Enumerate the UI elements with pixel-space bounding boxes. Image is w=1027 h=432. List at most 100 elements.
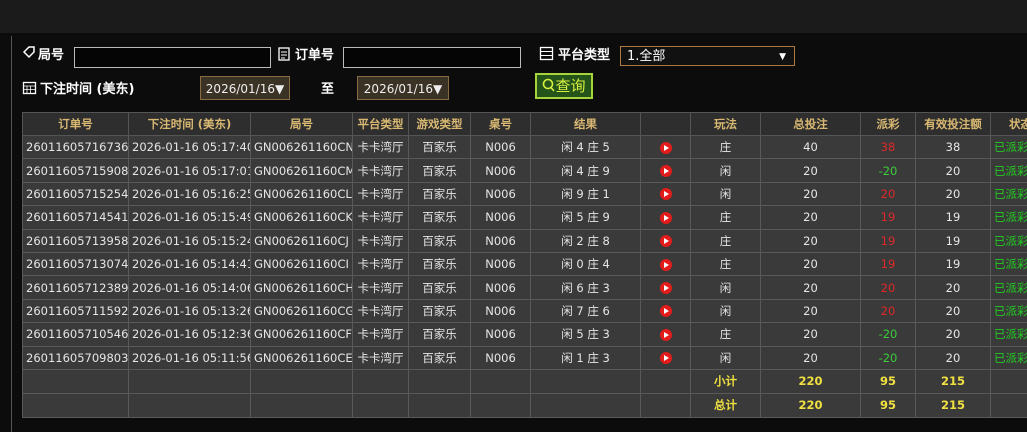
cell: 庄	[690, 205, 761, 230]
cell: 38	[860, 134, 916, 160]
cell: 闲	[690, 275, 761, 300]
platform-select[interactable]: 1.全部 ▼	[620, 46, 795, 66]
cell: GN006261160CG	[250, 298, 353, 324]
video-icon[interactable]	[659, 141, 672, 154]
video-cell	[640, 205, 691, 230]
doc-icon	[278, 47, 290, 61]
cell	[640, 392, 691, 418]
cell: 20	[915, 158, 991, 183]
cell: N006	[470, 345, 531, 370]
cell: 百家乐	[408, 275, 471, 300]
summary-cell: 总计	[690, 392, 761, 418]
cell: 卡卡湾厅	[352, 134, 409, 160]
cell: 已派彩	[990, 158, 1027, 183]
video-icon[interactable]	[659, 282, 672, 295]
cell: 2026-01-16 05:17:01	[128, 158, 251, 183]
cell: GN006261160CE	[250, 345, 353, 370]
cell	[470, 368, 531, 394]
select-arrow: ▼	[779, 52, 786, 62]
date-to[interactable]: 2026/01/16▼	[357, 76, 449, 100]
date-from[interactable]: 2026/01/16▼	[200, 76, 290, 100]
cell: 20	[760, 205, 861, 230]
column-header: 局号	[250, 112, 353, 136]
cell: 卡卡湾厅	[352, 158, 409, 183]
column-header: 平台类型	[352, 112, 409, 136]
video-icon[interactable]	[659, 305, 672, 318]
column-header: 下注时间 (美东)	[128, 112, 251, 136]
video-cell	[640, 251, 691, 277]
cell: N006	[470, 322, 531, 347]
cell	[530, 368, 641, 394]
cell: 已派彩	[990, 181, 1027, 207]
cell: 已派彩	[990, 134, 1027, 160]
summary-cell: 小计	[690, 368, 761, 394]
cell: 闲 7 庄 6	[530, 298, 641, 324]
video-icon[interactable]	[659, 165, 672, 178]
cell: 闲 4 庄 9	[530, 158, 641, 183]
cell: 2026-01-16 05:13:26	[128, 298, 251, 324]
cell: 2026-01-16 05:16:25	[128, 181, 251, 207]
query-button[interactable]: 查询	[535, 73, 593, 99]
column-header	[640, 112, 691, 136]
cell: 卡卡湾厅	[352, 275, 409, 300]
video-cell	[640, 158, 691, 183]
video-icon[interactable]	[659, 328, 672, 341]
cell: 260116057167360	[22, 134, 129, 160]
cell: GN006261160CK	[250, 205, 353, 230]
table-body: 260116057167360 2026-01-16 05:17:40 GN0062…	[22, 134, 1027, 418]
cell: 闲 5 庄 3	[530, 322, 641, 347]
cell: N006	[470, 275, 531, 300]
cell: 260116057098033	[22, 345, 129, 370]
bet-row: 260116057105466 2026-01-16 05:12:36 GN0062…	[22, 322, 1027, 347]
cell: 2026-01-16 05:11:56	[128, 345, 251, 370]
search-icon	[543, 78, 556, 92]
summary-cell: 220	[760, 368, 861, 394]
cell	[990, 392, 1027, 418]
order-input[interactable]	[343, 47, 521, 68]
video-icon[interactable]	[659, 188, 672, 201]
cell: 20	[760, 251, 861, 277]
video-icon[interactable]	[659, 235, 672, 248]
round-input[interactable]	[74, 47, 271, 68]
cell: 百家乐	[408, 345, 471, 370]
cell: 2026-01-16 05:15:24	[128, 228, 251, 253]
column-header: 总投注	[760, 112, 861, 136]
cell: N006	[470, 134, 531, 160]
video-icon[interactable]	[659, 211, 672, 224]
cell: 卡卡湾厅	[352, 322, 409, 347]
list-icon	[539, 46, 554, 61]
cell: -20	[860, 345, 916, 370]
cell: 闲	[690, 298, 761, 324]
video-icon[interactable]	[659, 352, 672, 365]
cell: 260116057145418	[22, 205, 129, 230]
cell: 百家乐	[408, 181, 471, 207]
column-header: 游戏类型	[408, 112, 471, 136]
cell: 百家乐	[408, 322, 471, 347]
cell: 闲	[690, 181, 761, 207]
video-icon[interactable]	[659, 258, 672, 271]
calendar-icon	[22, 81, 37, 95]
column-header: 有效投注额	[915, 112, 991, 136]
cell: -20	[860, 322, 916, 347]
column-header: 玩法	[690, 112, 761, 136]
cell: 闲 1 庄 3	[530, 345, 641, 370]
cell: 卡卡湾厅	[352, 181, 409, 207]
cell: 闲 5 庄 9	[530, 205, 641, 230]
cell: 2026-01-16 05:14:06	[128, 275, 251, 300]
column-header: 结果	[530, 112, 641, 136]
cell: 260116057115928	[22, 298, 129, 324]
summary-row: 总计 220 95 215	[22, 392, 1027, 418]
cell: 已派彩	[990, 228, 1027, 253]
cell: 260116057123895	[22, 275, 129, 300]
cell	[352, 392, 409, 418]
cell: 20	[860, 275, 916, 300]
cell: 19	[860, 205, 916, 230]
cell: 卡卡湾厅	[352, 205, 409, 230]
cell: 闲 9 庄 1	[530, 181, 641, 207]
cell: GN006261160CF	[250, 322, 353, 347]
cell: 20	[760, 228, 861, 253]
column-header: 桌号	[470, 112, 531, 136]
cell: 闲 6 庄 3	[530, 275, 641, 300]
